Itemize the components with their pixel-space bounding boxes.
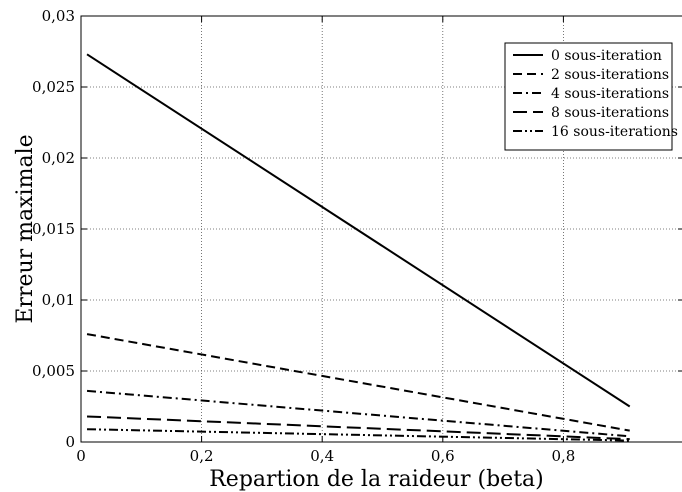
y-tick-label-4: 0,02 <box>42 149 75 167</box>
x-tick-label-3: 0,6 <box>431 447 455 465</box>
x-tick-label-0: 0 <box>76 447 86 465</box>
y-tick-label-0: 0 <box>65 433 75 451</box>
series-line-0 <box>86 53 631 408</box>
x-tick-label-4: 0,8 <box>551 447 575 465</box>
series-line-4 <box>87 428 630 442</box>
series-line-3 <box>86 415 630 441</box>
y-tick-label-2: 0,01 <box>42 291 75 309</box>
y-tick-label-3: 0,015 <box>32 220 75 238</box>
legend-label-1: 2 sous-iterations <box>551 67 669 83</box>
x-axis-title: Repartion de la raideur (beta) <box>209 467 544 492</box>
y-axis-title: Erreur maximale <box>13 134 38 323</box>
series-line-2 <box>86 389 630 438</box>
x-tick-label-1: 0,2 <box>190 447 214 465</box>
y-tick-label-5: 0,025 <box>32 78 75 96</box>
series-line-1 <box>86 333 630 432</box>
legend: 0 sous-iteration 2 sous-iterations 4 sous-… <box>504 42 678 151</box>
y-tick-label-1: 0,005 <box>32 362 75 380</box>
legend-label-4: 16 sous-iterations <box>551 124 678 140</box>
legend-label-2: 4 sous-iterations <box>551 86 669 102</box>
legend-label-3: 8 sous-iterations <box>551 105 669 121</box>
legend-label-0: 0 sous-iteration <box>551 48 662 64</box>
x-tick-label-2: 0,4 <box>310 447 334 465</box>
legend-box <box>504 42 673 151</box>
y-tick-label-6: 0,03 <box>42 7 75 25</box>
